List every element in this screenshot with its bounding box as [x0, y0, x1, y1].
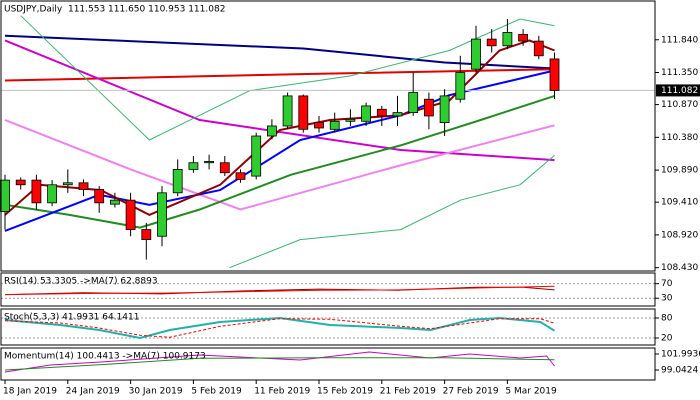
current-price-label: 111.082: [661, 86, 698, 96]
panel-title: RSI(14) 53.3305 ->MA(7) 62.8893: [4, 277, 158, 287]
y-tick-label: 108.920: [661, 230, 698, 240]
y-tick-label: 70: [661, 279, 673, 289]
candle-body: [0, 179, 10, 212]
y-tick-label: 108.430: [661, 263, 698, 273]
candle-body: [15, 179, 26, 186]
x-tick-label: 5 Feb 2019: [191, 387, 242, 397]
panel-title: Momentum(14) 100.4413 ->MA(7) 100.9173: [4, 352, 206, 362]
candle-body: [298, 95, 309, 130]
panel-frame: [0, 347, 656, 381]
candle-body: [62, 182, 73, 186]
indicator-line: [4, 39, 555, 162]
indicator-line: [4, 119, 555, 211]
x-tick-label: 24 Jan 2019: [66, 387, 120, 397]
x-tick-label: 27 Feb 2019: [443, 387, 499, 397]
y-tick-label: 111.350: [661, 68, 698, 78]
chart-title: USDJPY,Daily 111.553 111.650 110.953 111…: [4, 5, 225, 15]
candle-body: [423, 98, 434, 117]
y-tick-label: 111.840: [661, 35, 698, 45]
candle-body: [219, 162, 230, 174]
candle-body: [47, 184, 57, 204]
candle-body: [157, 192, 167, 237]
panel-title: Stoch(5,3,3) 41.9931 64.1411: [4, 313, 139, 323]
candle-body: [94, 189, 105, 204]
candle-body: [78, 182, 89, 190]
indicator-line: [4, 34, 555, 70]
candle-body: [502, 32, 513, 47]
panel-frame: [0, 308, 656, 346]
candle-body: [549, 58, 560, 91]
candle-body: [439, 95, 450, 124]
y-tick-label: 20: [661, 334, 673, 344]
indicator-line: [20, 15, 555, 141]
x-tick-label: 30 Jan 2019: [129, 387, 183, 397]
candle-body: [110, 199, 120, 205]
y-tick-label: 110.870: [661, 100, 698, 110]
indicator-line: [4, 351, 555, 373]
y-tick-label: 30: [661, 294, 673, 304]
x-tick-label: 11 Feb 2019: [254, 387, 310, 397]
candle-body: [141, 229, 152, 240]
indicator-line: [4, 285, 555, 296]
candle-body: [533, 40, 544, 57]
candle-body: [266, 125, 277, 137]
candle-body: [455, 72, 466, 100]
candle-body: [329, 120, 340, 130]
candle-body: [471, 38, 481, 70]
x-tick-label: 21 Feb 2019: [380, 387, 436, 397]
y-tick-label: 109.890: [661, 166, 698, 176]
candle-body: [392, 112, 403, 117]
candle-body: [251, 135, 262, 177]
candle-body: [361, 105, 372, 122]
x-tick-label: 15 Feb 2019: [317, 387, 373, 397]
candle-body: [376, 108, 387, 117]
y-tick-label: 101.9936: [661, 350, 700, 360]
indicator-line: [4, 316, 556, 340]
y-tick-label: 80: [661, 314, 673, 324]
candle-body: [125, 199, 136, 230]
panel-frame: [0, 0, 656, 272]
candle-body: [486, 38, 497, 47]
candle-body: [518, 34, 528, 42]
indicator-line: [4, 94, 555, 229]
y-tick-label: 99.0424: [661, 366, 698, 376]
candle-body: [314, 122, 324, 129]
candle-body: [235, 172, 246, 180]
panel-frame: [0, 272, 656, 307]
candle-body: [172, 169, 183, 194]
current-price-box: [656, 84, 700, 97]
y-tick-label: 110.380: [661, 133, 698, 143]
candle-body: [188, 162, 199, 170]
indicator-line: [4, 357, 555, 371]
candle-body: [204, 160, 215, 164]
y-tick-label: 109.410: [661, 198, 698, 208]
candle-body: [31, 179, 42, 204]
indicator-line: [4, 318, 555, 338]
x-tick-label: 18 Jan 2019: [3, 387, 57, 397]
candle-body: [408, 92, 419, 114]
candle-body: [282, 95, 293, 127]
candle-body: [345, 118, 356, 122]
indicator-line: [229, 155, 555, 269]
x-tick-label: 5 Mar 2019: [505, 387, 557, 397]
